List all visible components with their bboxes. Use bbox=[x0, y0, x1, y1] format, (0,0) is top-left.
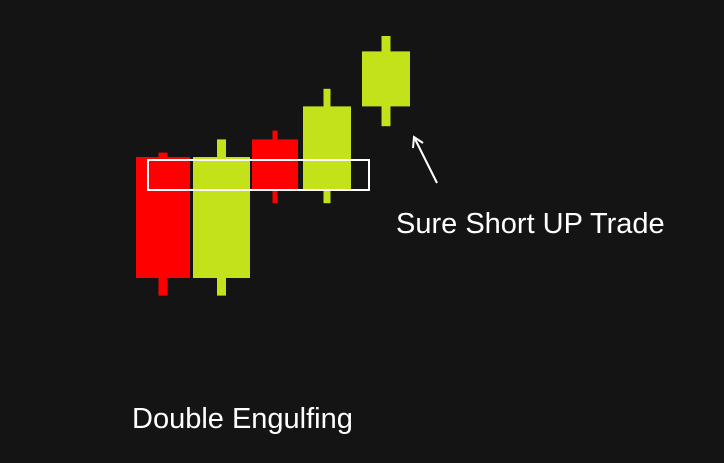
candle-body bbox=[193, 157, 250, 278]
trade-label: Sure Short UP Trade bbox=[396, 208, 665, 240]
candle-body bbox=[136, 157, 190, 278]
candles-layer bbox=[136, 36, 410, 296]
candle-body bbox=[252, 139, 298, 190]
candle-3-bearish bbox=[252, 130, 298, 204]
candle-5-bullish bbox=[362, 36, 410, 127]
engulfing-zone-box bbox=[147, 159, 370, 191]
pattern-label: Double Engulfing bbox=[132, 403, 353, 435]
candle-2-bullish bbox=[193, 139, 250, 296]
arrow-head-icon bbox=[412, 135, 424, 149]
candle-body bbox=[303, 106, 351, 190]
candle-1-bearish bbox=[136, 152, 190, 296]
candle-body bbox=[362, 51, 410, 107]
candle-4-bullish bbox=[303, 88, 351, 204]
arrow-pointer-icon bbox=[414, 138, 438, 184]
